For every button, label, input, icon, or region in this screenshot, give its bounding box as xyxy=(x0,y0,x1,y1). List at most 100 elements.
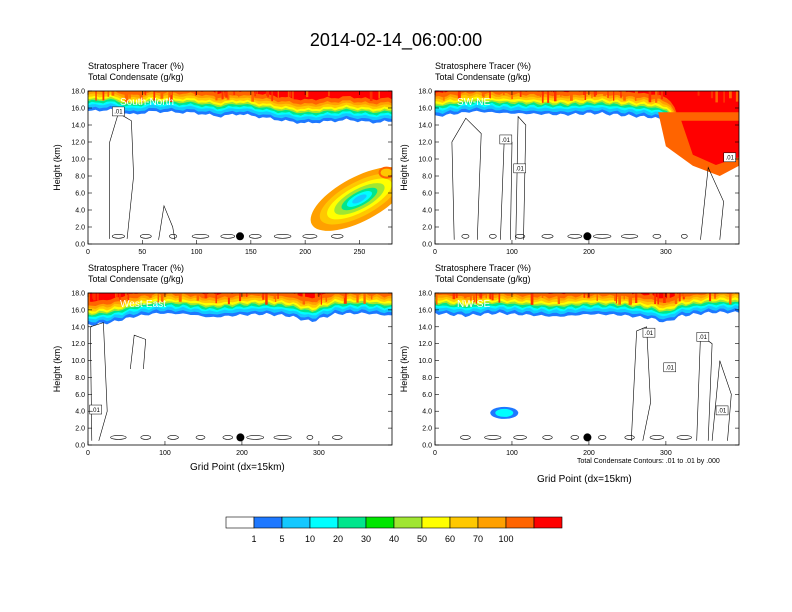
tracer-streak xyxy=(457,91,461,100)
condensate-contour xyxy=(332,435,343,440)
tracer-streak xyxy=(678,293,681,302)
y-tick-label: 2.0 xyxy=(422,225,432,232)
contour-label: .01 xyxy=(114,110,123,116)
tracer-streak xyxy=(127,293,130,301)
panel-frame xyxy=(87,292,393,446)
y-tick-label: 12.0 xyxy=(71,341,85,348)
colorbar-swatch xyxy=(421,516,451,529)
tracer-streak xyxy=(370,293,373,300)
condensate-contour xyxy=(191,234,210,239)
tracer-streak xyxy=(729,91,732,99)
colorbar-label: 70 xyxy=(473,534,483,544)
contour-label-box xyxy=(513,163,526,174)
tracer-streak xyxy=(511,91,513,100)
condensate-contour xyxy=(158,204,176,240)
tracer-streak xyxy=(119,293,121,300)
x-tick-label: 0 xyxy=(433,249,437,256)
condensate-contour xyxy=(514,234,526,239)
tracer-streak xyxy=(124,91,127,103)
condensate-contour xyxy=(331,234,344,239)
y-tick-label: 8.0 xyxy=(422,375,432,382)
panel-sw-ne: .01 .01 .01 SW-NE 0 100 200 300 0.0 2.0 4.0 6.0 8.0 1… xyxy=(399,89,740,256)
y-tick-label: 14.0 xyxy=(71,324,85,331)
condensate-contour xyxy=(451,117,482,240)
x-tick-label: 100 xyxy=(159,450,171,457)
tracer-streak xyxy=(596,293,598,301)
tracer-streak xyxy=(452,293,456,300)
tracer-streak xyxy=(292,91,294,100)
condensate-contour xyxy=(515,115,527,240)
condensate-contour xyxy=(541,234,554,239)
x-tick-label: 300 xyxy=(313,450,325,457)
condensate-contour xyxy=(500,137,513,240)
tracer-streak xyxy=(271,91,274,102)
tracer-streak xyxy=(320,293,322,305)
tracer-streak xyxy=(621,91,624,96)
tracer-streak xyxy=(275,293,277,302)
tracer-streak xyxy=(498,293,501,303)
tracer-streak xyxy=(584,91,587,100)
condensate-contour xyxy=(140,234,152,239)
condensate-contour xyxy=(696,334,713,441)
tracer-streak xyxy=(583,91,585,95)
tracer-streak xyxy=(125,293,127,298)
tracer-streak xyxy=(660,91,663,100)
y-tick-label: 12.0 xyxy=(418,341,432,348)
condensate-contour xyxy=(652,234,662,239)
y-tick-label: 6.0 xyxy=(422,392,432,399)
tracer-streak xyxy=(328,91,330,97)
tracer-streak xyxy=(215,91,218,101)
y-tick-label: 16.0 xyxy=(71,106,85,113)
condensate-contour xyxy=(248,234,262,239)
panel-plot-area: .01 xyxy=(88,91,392,240)
panel-title-line2: Total Condensate (g/kg) xyxy=(88,72,184,82)
tracer-streak xyxy=(111,91,115,96)
panel-label: NW-SE xyxy=(457,299,490,310)
condensate-contour xyxy=(111,234,125,239)
y-tick-label: 0.0 xyxy=(75,242,85,249)
tracer-streak xyxy=(92,293,94,299)
tracer-streak xyxy=(630,293,632,305)
tracer-streak xyxy=(378,91,380,99)
panel-west-east: .01 West-East 0 100 200 300 0.0 2.0 4.0 6.0 8.0 10.… xyxy=(52,291,393,457)
y-tick-label: 14.0 xyxy=(71,123,85,130)
condensate-contour xyxy=(246,435,264,440)
tracer-streak xyxy=(325,293,327,302)
tracer-streak xyxy=(464,293,467,299)
tracer-streak xyxy=(583,293,586,298)
y-tick-label: 2.0 xyxy=(75,426,85,433)
condensate-contour xyxy=(130,334,147,370)
tracer-streak xyxy=(237,91,240,96)
panel-label: South-North xyxy=(120,97,174,108)
tracer-streak xyxy=(482,91,485,98)
y-tick-label: 4.0 xyxy=(75,409,85,416)
tracer-streak xyxy=(715,91,718,103)
tracer-band xyxy=(435,91,739,162)
y-axis-label: Height (km) xyxy=(399,144,409,191)
condensate-contour xyxy=(680,234,688,239)
location-marker xyxy=(236,433,245,442)
panel-nw-se: .01 .01 .01 .01 NW-SE 0 100 200 300 0.0 2.0 4.0 6.0 8… xyxy=(399,291,740,457)
tracer-streak xyxy=(226,91,230,100)
panel-plot-area: .01 xyxy=(88,293,392,441)
condensate-contour xyxy=(89,322,108,441)
y-axis-label: Height (km) xyxy=(52,144,62,191)
colorbar-label: 30 xyxy=(361,534,371,544)
tracer-streak xyxy=(160,91,164,99)
x-tick-label: 150 xyxy=(245,249,257,256)
condensate-contour xyxy=(169,234,178,239)
tracer-streak xyxy=(93,293,95,300)
tracer-streak xyxy=(96,293,99,301)
y-tick-label: 4.0 xyxy=(422,409,432,416)
condensate-contour xyxy=(306,435,314,440)
tracer-streak xyxy=(620,91,622,98)
tracer-streak xyxy=(560,91,562,97)
tracer-streak xyxy=(168,91,170,101)
tracer-streak xyxy=(547,91,550,103)
tracer-streak xyxy=(267,91,269,98)
condensate-contour xyxy=(302,234,318,239)
tracer-streak xyxy=(204,293,208,299)
tracer-streak xyxy=(256,91,258,98)
condensate-contour xyxy=(460,435,471,440)
tracer-streak xyxy=(116,293,119,298)
